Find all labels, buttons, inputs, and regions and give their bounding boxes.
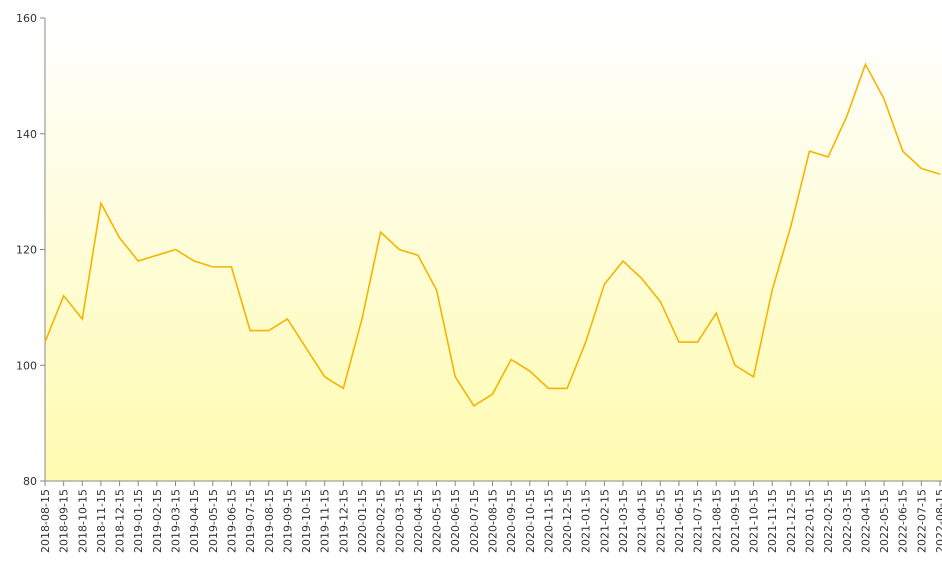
x-tick-label: 2021-12-15 [785,489,798,553]
x-tick-label: 2022-03-15 [841,489,854,553]
x-tick-label: 2021-10-15 [748,489,761,553]
x-tick-label: 2020-12-15 [561,489,574,553]
x-tick-label: 2019-09-15 [281,489,294,553]
x-tick-label: 2020-07-15 [468,489,481,553]
y-tick-label: 120 [16,244,37,257]
x-tick-label: 2020-02-15 [375,489,388,553]
x-tick-label: 2020-09-15 [505,489,518,553]
x-tick-label: 2018-11-15 [95,489,108,553]
x-tick-label: 2018-12-15 [114,489,127,553]
y-tick-label: 80 [23,475,37,488]
x-tick-label: 2019-05-15 [207,489,220,553]
x-tick-label: 2020-05-15 [431,489,444,553]
x-tick-label: 2021-11-15 [766,489,779,553]
x-tick-label: 2021-03-15 [617,489,630,553]
x-tick-label: 2021-06-15 [673,489,686,553]
x-tick-label: 2019-12-15 [337,489,350,553]
x-tick-label: 2020-11-15 [542,489,555,553]
x-tick-label: 2019-02-15 [151,489,164,553]
x-tick-label: 2020-03-15 [393,489,406,553]
x-tick-label: 2022-07-15 [915,489,928,553]
x-tick-label: 2022-06-15 [897,489,910,553]
x-tick-label: 2020-08-15 [487,489,500,553]
x-tick-label: 2018-10-15 [76,489,89,553]
x-tick-label: 2022-01-15 [803,489,816,553]
x-tick-label: 2020-01-15 [356,489,369,553]
x-tick-label: 2022-04-15 [859,489,872,553]
x-tick-label: 2020-04-15 [412,489,425,553]
x-tick-label: 2021-08-15 [710,489,723,553]
x-tick-label: 2022-05-15 [878,489,891,553]
data-line [44,62,941,407]
plot-area [45,18,942,481]
x-tick-label: 2022-08-15 [934,489,942,553]
x-tick-label: 2021-02-15 [598,489,611,553]
y-tick-label: 160 [16,12,37,25]
x-tick-label: 2021-05-15 [654,489,667,553]
x-tick-label: 2021-01-15 [580,489,593,553]
x-tick-label: 2019-01-15 [132,489,145,553]
x-tick-label: 2019-06-15 [225,489,238,553]
y-tick-label: 100 [16,359,37,372]
x-tick-label: 2020-06-15 [449,489,462,553]
x-tick-label: 2022-02-15 [822,489,835,553]
x-tick-label: 2021-04-15 [636,489,649,553]
x-tick-label: 2019-11-15 [319,489,332,553]
y-tick-label: 140 [16,128,37,141]
x-tick-label: 2019-04-15 [188,489,201,553]
x-tick-label: 2020-10-15 [524,489,537,553]
x-tick-label: 2019-03-15 [170,489,183,553]
x-tick-label: 2021-09-15 [729,489,742,553]
x-tick-label: 2021-07-15 [692,489,705,553]
x-tick-label: 2019-07-15 [244,489,257,553]
x-tick-label: 2018-09-15 [58,489,71,553]
x-tick-label: 2019-08-15 [263,489,276,553]
x-tick-label: 2019-10-15 [300,489,313,553]
x-tick-label: 2018-08-15 [39,489,52,553]
